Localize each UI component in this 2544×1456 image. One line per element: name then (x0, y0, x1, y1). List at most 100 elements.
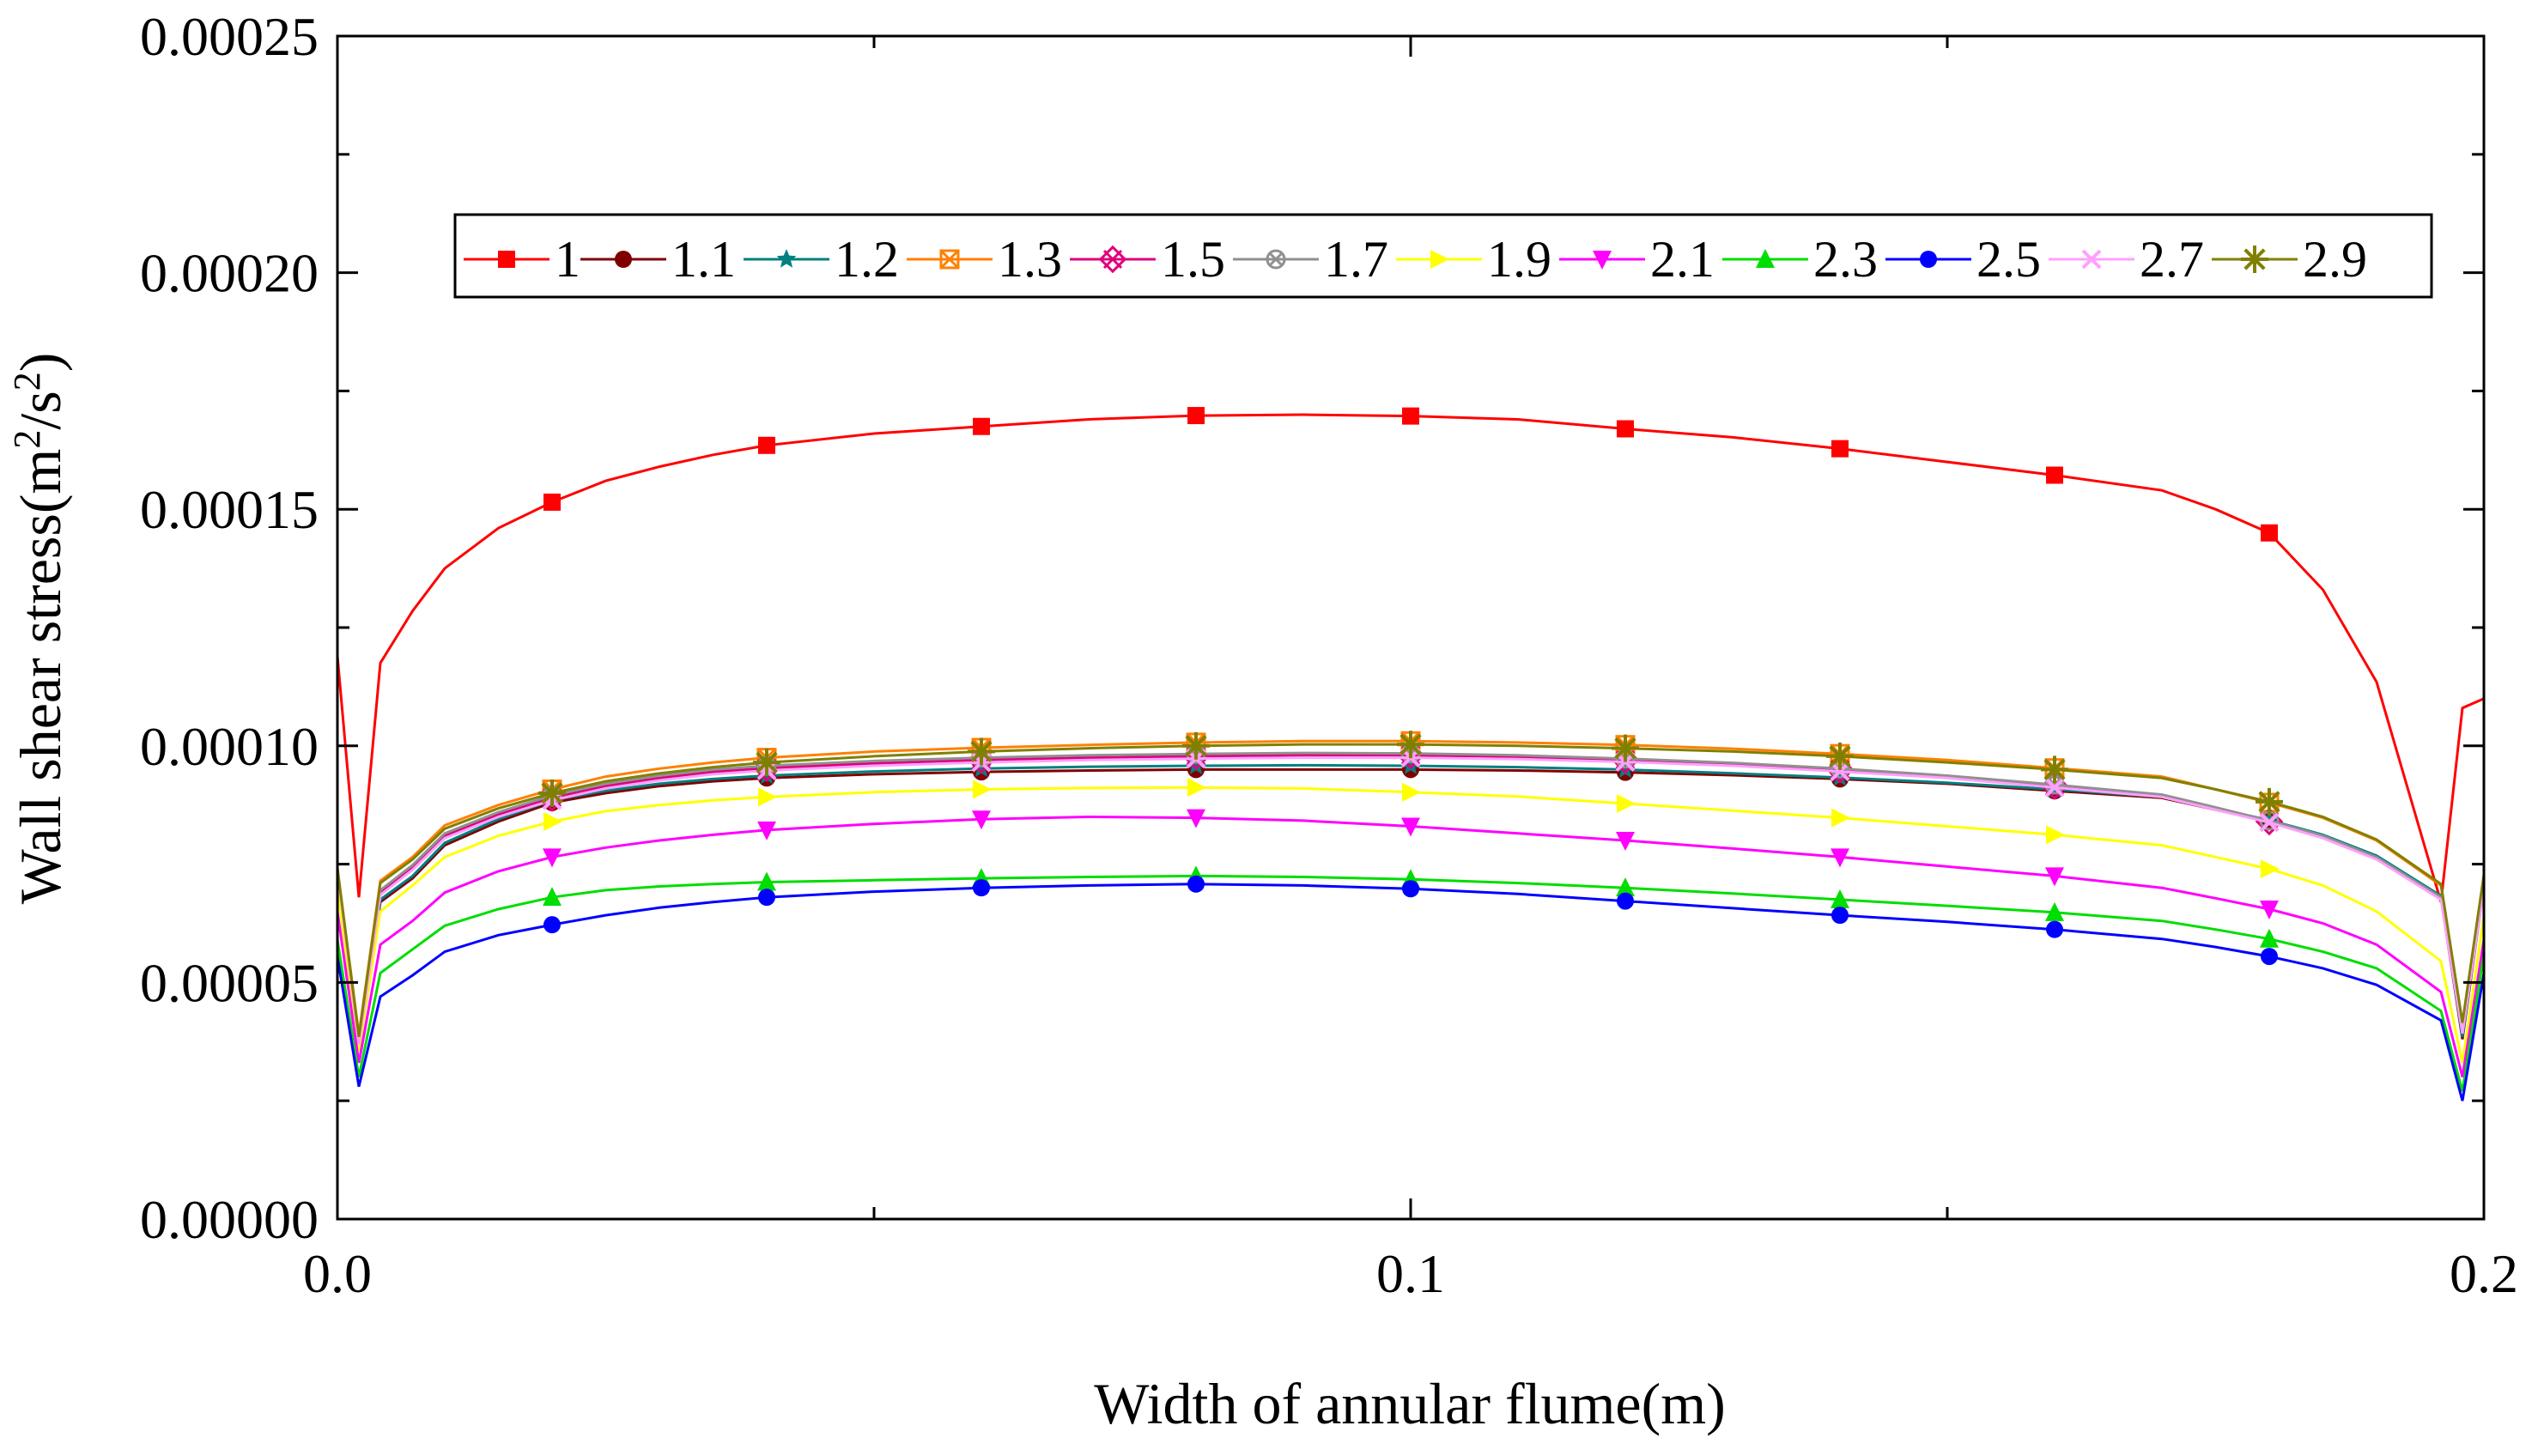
data-point-1 (1187, 407, 1205, 425)
data-point-1.9 (1402, 782, 1421, 802)
marker-part (939, 249, 960, 270)
data-point-2.9 (2256, 787, 2283, 816)
y-axis: 0.00000 0.00005 0.00010 0.00015 0.00020 0.000… (140, 6, 2484, 1250)
marker-part (939, 249, 960, 270)
data-point-1.9 (2261, 859, 2280, 879)
y-tick-label: 0.00010 (140, 716, 319, 777)
data-point-1.9 (973, 780, 992, 799)
data-point-1 (1617, 420, 1634, 438)
data-point-1.2 (971, 758, 992, 777)
legend-swatch-marker (1756, 249, 1775, 268)
data-point-2.5 (1617, 892, 1634, 910)
y-tick-label: 0.00025 (140, 6, 319, 67)
data-point-2.1 (2260, 900, 2279, 919)
data-point-1 (1831, 440, 1849, 458)
data-point-1 (2261, 524, 2278, 542)
data-point-2.9 (753, 749, 780, 777)
data-point-2.1 (972, 810, 991, 830)
legend-swatch-marker (498, 251, 515, 268)
marker-part (1266, 249, 1286, 270)
series-2.9 (336, 731, 2486, 1038)
data-point-2.7 (1830, 761, 1850, 781)
series-2.5 (336, 875, 2486, 1101)
legend-swatch-marker (776, 249, 797, 268)
x-axis-title: Width of annular flume(m) (1094, 1371, 1726, 1436)
y-tick-label: 0.00015 (140, 479, 319, 540)
series-1.9 (336, 778, 2486, 1064)
x-tick-label: 0.0 (303, 1243, 372, 1304)
legend-label: 1.9 (1487, 231, 1551, 288)
legend-label: 1.7 (1324, 231, 1388, 288)
data-point-1.9 (2046, 825, 2065, 845)
legend-label: 1 (555, 231, 580, 288)
data-point-2.9 (1612, 734, 1639, 762)
data-point-1 (1402, 407, 1419, 425)
legend-item-2.3: 2.3 (1722, 231, 1878, 288)
data-point-2.1 (1616, 832, 1635, 852)
data-point-2.9 (1182, 731, 1210, 760)
marker-part (1268, 252, 1284, 267)
data-point-2.7 (2044, 777, 2065, 798)
marker-part (2047, 777, 2062, 792)
y-tick-label: 0.00005 (140, 952, 319, 1013)
data-point-1 (543, 493, 561, 511)
data-point-2.1 (2045, 867, 2064, 887)
data-point-1.2 (1615, 759, 1636, 779)
data-point-2.5 (2046, 920, 2063, 938)
data-point-2.3 (543, 887, 562, 907)
legend-label: 2.5 (1976, 231, 2041, 288)
data-point-2.9 (2041, 755, 2068, 784)
data-point-2.5 (1831, 907, 1849, 925)
legend-swatch-marker (1593, 251, 1612, 270)
data-point-1.2 (1400, 755, 1421, 774)
data-point-2.9 (1826, 742, 1854, 770)
legend-swatch-marker (2241, 246, 2268, 273)
y-axis-title: Wall shear stress(m2/s2) (6, 353, 73, 905)
x-axis: 0.0 0.1 0.2 (303, 36, 2518, 1304)
data-point-1.9 (543, 811, 562, 831)
legend-item-1.9: 1.9 (1396, 231, 1551, 288)
data-point-1.9 (758, 787, 777, 807)
data-point-1 (2046, 466, 2063, 484)
legend-item-1.3: 1.3 (907, 231, 1062, 288)
legend-item-1.1: 1.1 (580, 231, 736, 288)
legend-swatch-marker (1920, 251, 1937, 268)
data-point-1.2 (1186, 755, 1206, 774)
plot-lines (336, 407, 2486, 1101)
data-point-2.3 (1616, 877, 1635, 897)
marker-part (2259, 812, 2280, 833)
data-point-2.5 (973, 879, 990, 897)
legend-swatch-marker (1266, 249, 1286, 270)
data-point-2.1 (1401, 817, 1420, 837)
y-tick-label: 0.00000 (140, 1189, 319, 1250)
data-point-2.3 (2260, 928, 2279, 948)
data-point-2.1 (757, 821, 776, 840)
legend-swatch-marker (2081, 249, 2102, 270)
legend-swatch-marker (1430, 250, 1449, 269)
data-point-2.3 (757, 871, 776, 891)
data-point-1 (973, 417, 990, 435)
legend-item-2.5: 2.5 (1885, 231, 2041, 288)
legend-item-1.7: 1.7 (1233, 231, 1388, 288)
legend-label: 1.2 (835, 231, 899, 288)
data-point-2.1 (543, 848, 562, 868)
data-point-1 (758, 436, 775, 454)
legend-swatch-marker (939, 249, 960, 270)
x-tick-label: 0.1 (1376, 1243, 1445, 1304)
legend-label: 2.1 (1650, 231, 1715, 288)
data-point-2.9 (538, 779, 566, 807)
legend-item-2.9: 2.9 (2212, 231, 2367, 288)
data-point-1.9 (1617, 794, 1636, 814)
legend-item-2.1: 2.1 (1559, 231, 1715, 288)
legend-label: 1.5 (1161, 231, 1225, 288)
legend-label: 2.3 (1813, 231, 1878, 288)
data-point-2.3 (1831, 889, 1849, 908)
data-point-2.5 (543, 916, 561, 934)
data-point-2.5 (758, 889, 775, 907)
marker-part (1102, 249, 1123, 270)
series-1 (336, 407, 2485, 903)
x-tick-label: 0.2 (2450, 1243, 2518, 1304)
legend-box (453, 213, 2433, 299)
legend-label: 2.9 (2303, 231, 2367, 288)
series-2.1 (336, 809, 2486, 1077)
